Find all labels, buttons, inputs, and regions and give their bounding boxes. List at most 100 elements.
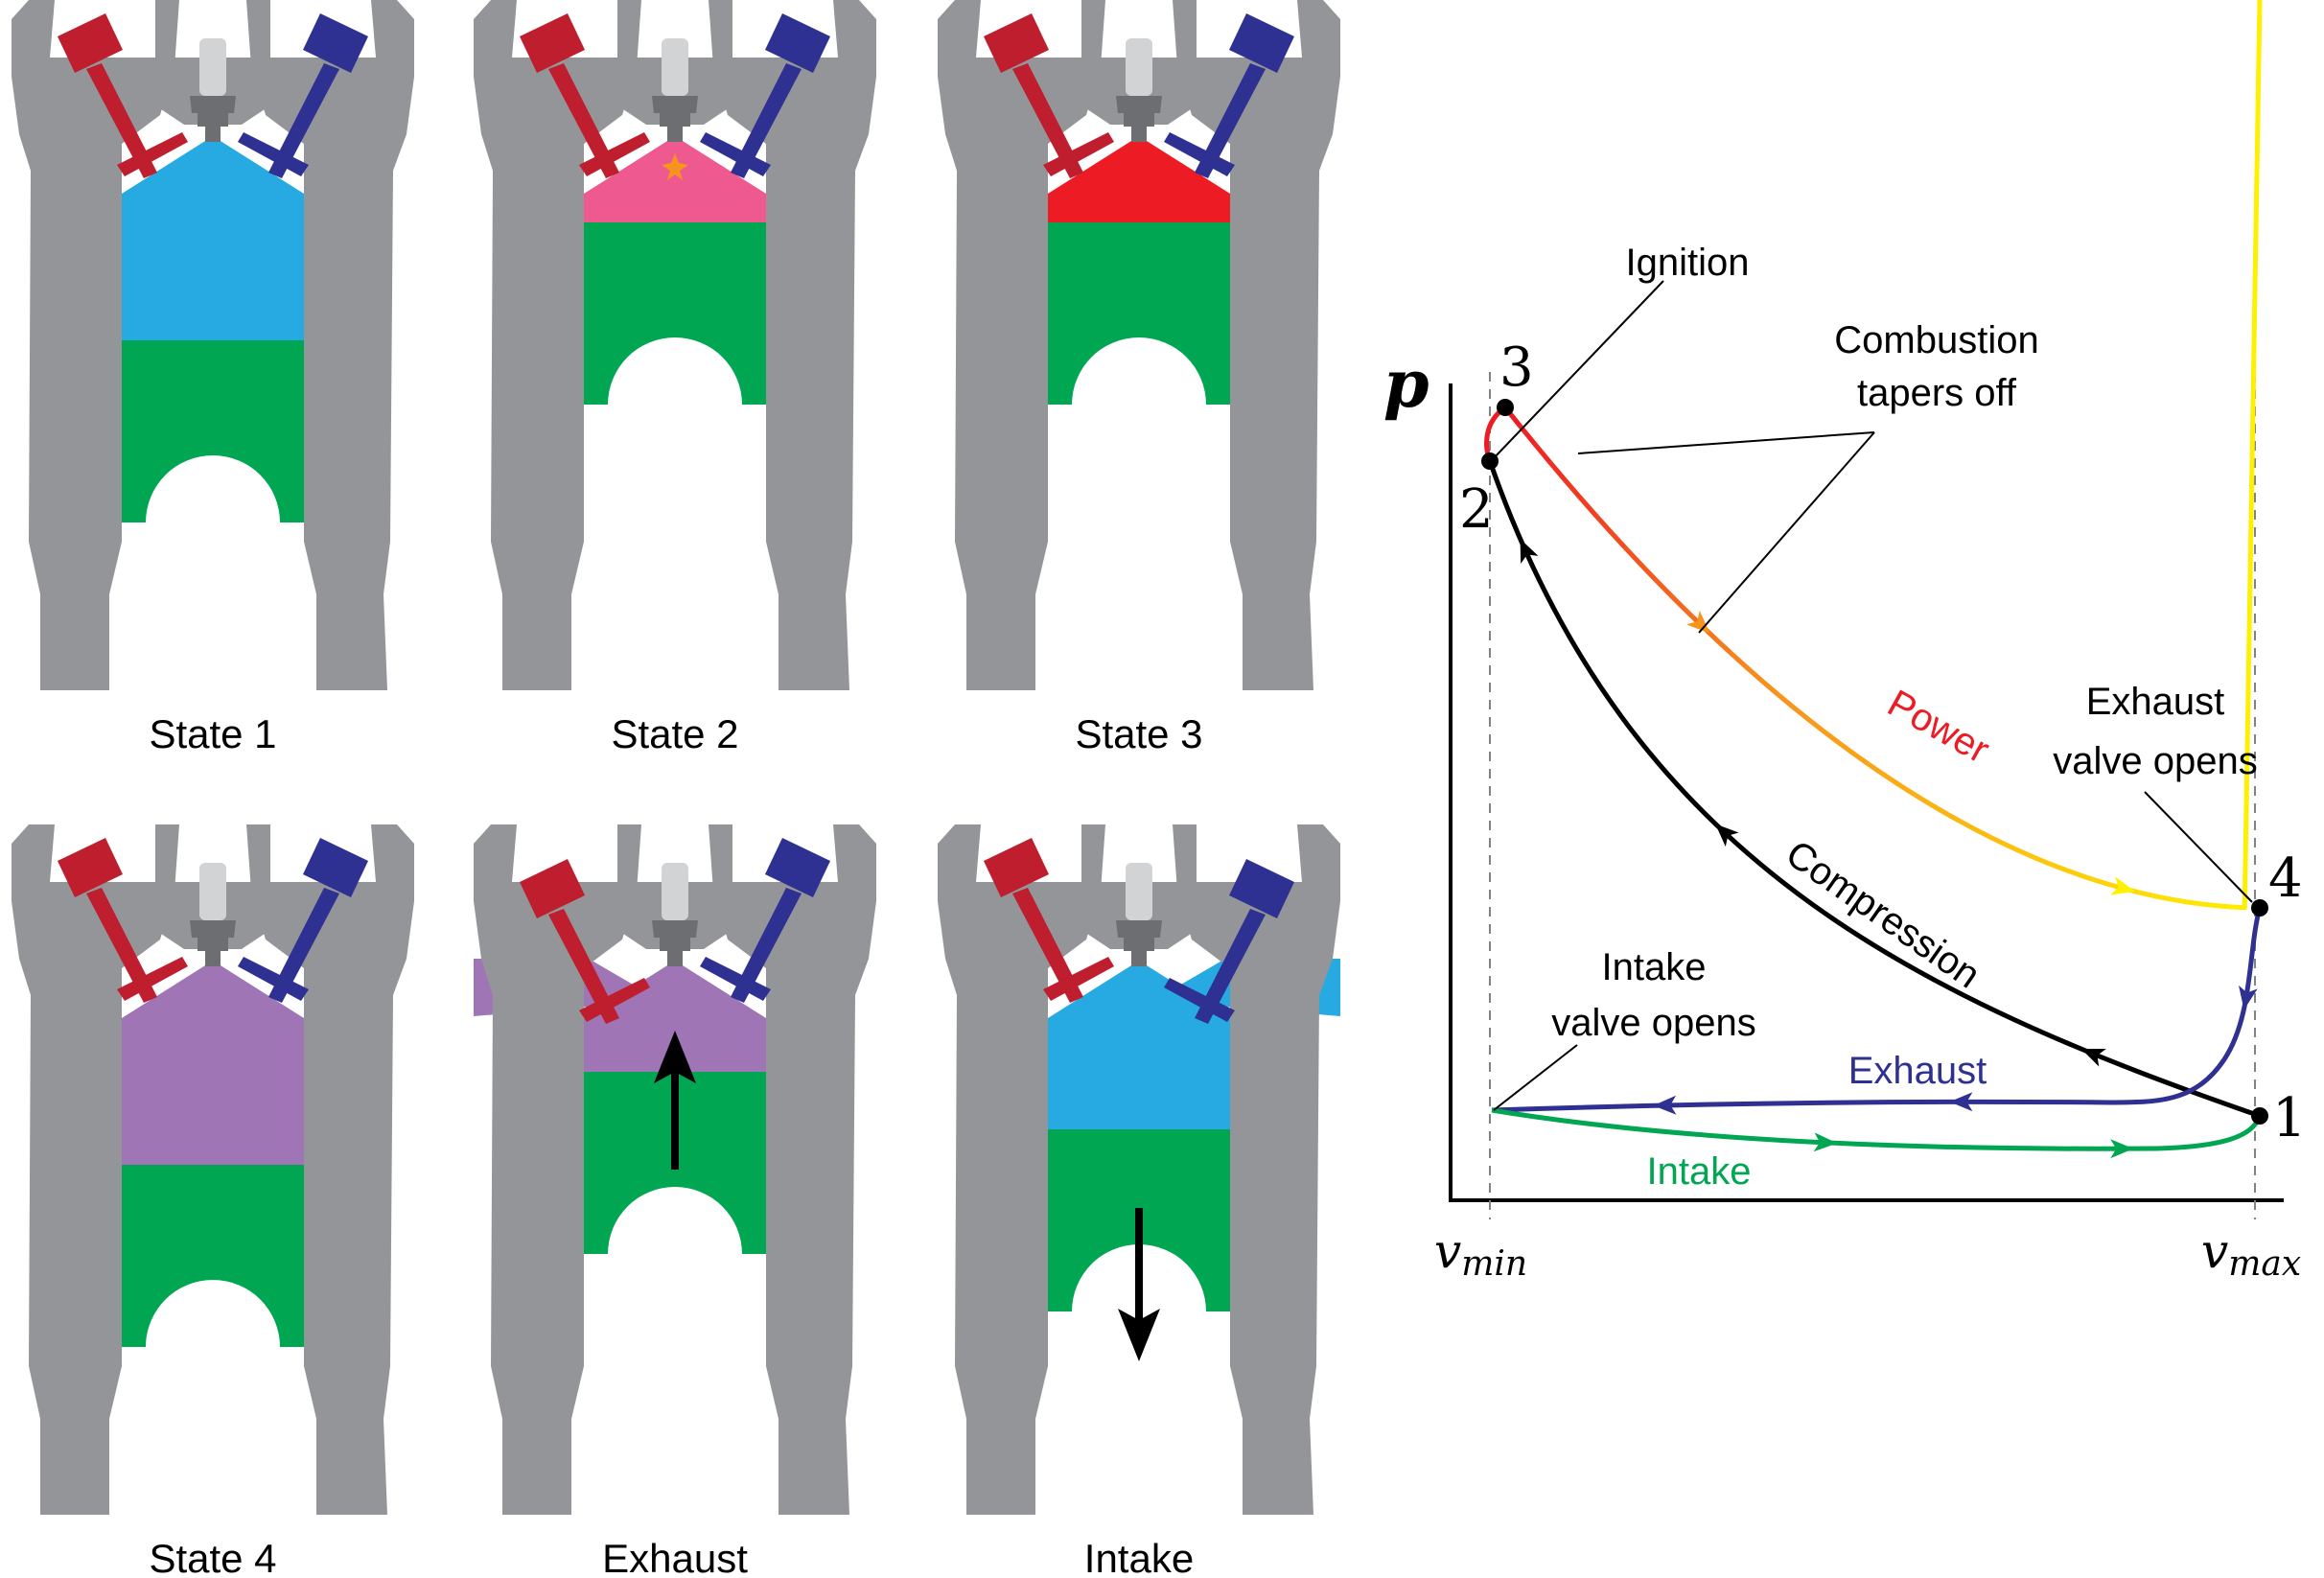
power-curve-segment	[1804, 715, 1825, 733]
engine-panel: State 3	[938, 0, 1340, 756]
exhaust-valve	[984, 13, 1114, 178]
power-curve-segment	[1970, 825, 1991, 839]
power-curve-segment	[1729, 651, 1750, 670]
power-curve-segment	[1865, 760, 1885, 777]
point-4	[2251, 899, 2268, 917]
intake-curve-arrow	[1813, 1132, 1838, 1152]
exhaust-valve	[520, 859, 650, 1024]
combustion-leader-b	[1698, 431, 1875, 634]
power-curve-segment	[1849, 750, 1871, 766]
exhaust-stroke-curve	[1491, 1099, 2110, 1113]
cylinder-gas	[1048, 136, 1230, 222]
vmin-label: vmin	[1434, 1223, 1527, 1284]
point-4-label: 4	[2268, 847, 2303, 910]
power-curve-segment	[2227, 904, 2247, 911]
power-curve-segment	[2196, 901, 2218, 909]
power-curve-segment	[2136, 890, 2157, 899]
ignition-annotation: Ignition	[1626, 242, 1750, 284]
power-curve-segment	[1592, 513, 1614, 535]
spark	[662, 153, 688, 180]
power-curve-segment	[1789, 704, 1810, 721]
power-curve-segment	[1834, 739, 1855, 755]
engine-panel: Intake	[938, 824, 1340, 1578]
intake-valve-annotation-line1: Intake	[1602, 946, 1707, 988]
power-curve-segment	[2015, 847, 2036, 860]
exhaust-curve-label: Exhaust	[1848, 1050, 1987, 1092]
exhaust-valve	[58, 838, 188, 1003]
intake-valve	[700, 13, 830, 178]
compression-curve-label: Compression	[1778, 832, 1987, 996]
cylinder-gas	[584, 136, 766, 222]
power-curve-segment	[1910, 791, 1931, 805]
power-curve-segment	[1608, 529, 1629, 551]
power-curve-segment	[2000, 841, 2021, 853]
power-curve-segment	[2212, 903, 2233, 910]
power-curve-segment	[2091, 877, 2112, 887]
power-curve-segment	[1986, 833, 2006, 847]
exhaust-valve-leader	[2144, 791, 2253, 903]
point-3-label: 3	[1499, 336, 1534, 399]
compression-curve	[1487, 460, 2261, 1119]
engine-panel: State 2	[474, 0, 876, 756]
power-curve-segment	[1713, 637, 1734, 657]
engine-panel: State 1	[12, 0, 414, 756]
point-1-label: 1	[2272, 1087, 2307, 1149]
intake-curve-label: Intake	[1647, 1150, 1752, 1193]
power-curve-segment	[1759, 678, 1779, 696]
power-curve-segment	[1563, 477, 1584, 501]
intake-valve	[1164, 859, 1294, 1024]
power-curve-segment	[2060, 867, 2081, 877]
exhaust-curve-arrow	[1949, 1092, 1973, 1112]
power-curve-segment	[1578, 496, 1598, 519]
intake-valve	[238, 13, 368, 178]
combustion-annotation-line1: Combustion	[1834, 319, 2038, 361]
power-curve-segment	[1940, 809, 1961, 823]
power-curve-segment	[1925, 800, 1945, 815]
exhaust-blowdown-curve	[2108, 907, 2263, 1105]
exhaust-curve-arrow	[1653, 1095, 1677, 1115]
intake-valve	[700, 838, 830, 1003]
exhaust-valve-annotation-line2: valve opens	[2053, 740, 2257, 782]
point-2-label: 2	[1459, 478, 1494, 541]
pv-diagram: p vmin vmax 1 2 3 4 Ignition Combustion …	[1383, 0, 2307, 1284]
piston	[584, 222, 766, 405]
engine-state-label: State 1	[149, 711, 276, 756]
vmax-label: vmax	[2201, 1223, 2301, 1284]
exhaust-valve-annotation-line1: Exhaust	[2086, 681, 2225, 723]
exhaust-valve	[984, 838, 1114, 1003]
compression-curve-arrow	[1520, 539, 1539, 564]
power-curve-segment	[1774, 690, 1795, 709]
power-curve-segment	[1623, 545, 1644, 568]
intake-valve-leader	[1493, 1044, 1578, 1111]
cylinder-gas	[122, 136, 304, 340]
power-curve-segment	[1668, 592, 1689, 614]
power-curve-segment	[1880, 771, 1900, 787]
point-3	[1497, 399, 1514, 416]
exhaust-valve	[520, 13, 650, 178]
intake-curve-arrow	[2110, 1139, 2134, 1159]
power-curve-segment	[1638, 562, 1659, 583]
power-curve-segment	[1653, 577, 1674, 598]
p-axis-label: p	[1383, 346, 1429, 423]
power-curve-segment	[2046, 861, 2066, 872]
power-curve-segment	[1744, 664, 1765, 684]
point-1	[2251, 1107, 2268, 1125]
power-curve-segment	[1955, 817, 1976, 831]
cylinder-gas	[122, 961, 304, 1165]
cylinder-gas	[584, 961, 766, 1072]
power-curve-segment	[2181, 898, 2202, 907]
power-curve-segment	[2167, 896, 2187, 904]
piston	[122, 340, 304, 522]
piston-down-arrowhead	[1118, 1309, 1160, 1361]
intake-valve	[1164, 13, 1294, 178]
power-curve-segment	[2242, 0, 2263, 911]
combustion-annotation-line2: tapers off	[1857, 372, 2017, 414]
compression-curve-arrow	[2080, 1048, 2106, 1067]
engine-state-label: State 2	[611, 711, 738, 756]
piston	[122, 1165, 304, 1347]
power-curve-label: Power	[1881, 682, 1997, 771]
piston-up-arrowhead	[654, 1031, 696, 1083]
power-curve-segment	[1547, 460, 1569, 483]
power-curve-segment	[1518, 424, 1538, 448]
